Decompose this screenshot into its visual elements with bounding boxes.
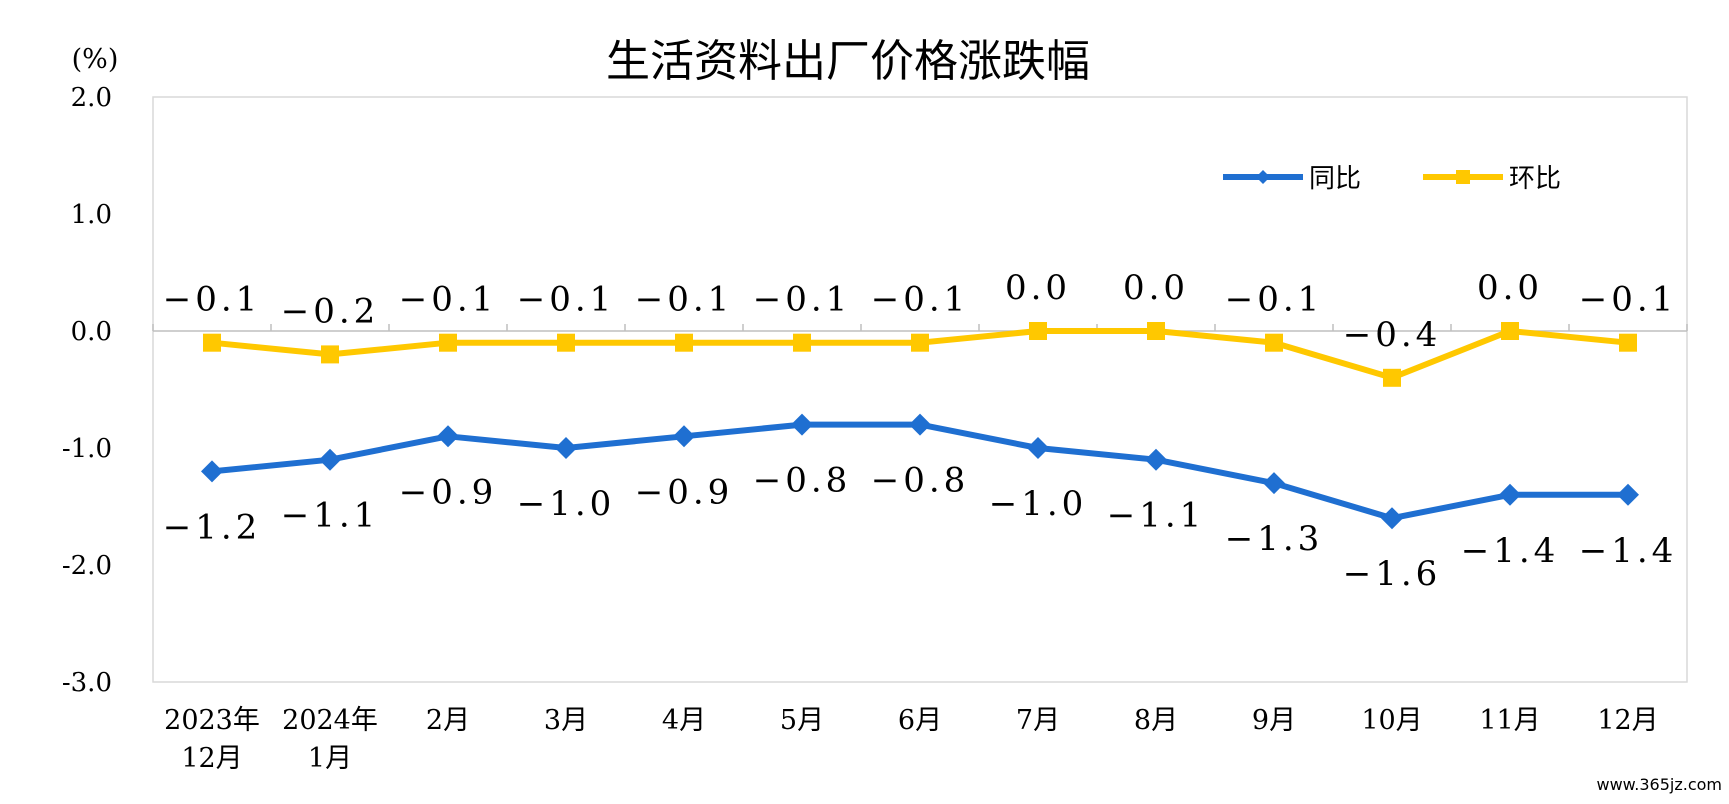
x-tick-label: 6月 bbox=[898, 705, 942, 736]
data-point bbox=[1501, 322, 1519, 340]
y-tick-label: 2.0 bbox=[71, 83, 112, 113]
data-point bbox=[1263, 472, 1285, 495]
y-tick-label: 1.0 bbox=[71, 200, 112, 230]
data-label: −0.2 bbox=[281, 291, 380, 331]
data-point bbox=[673, 425, 695, 448]
data-label: 0.0 bbox=[1477, 268, 1543, 308]
data-label: −0.1 bbox=[517, 280, 616, 320]
x-tick-label: 4月 bbox=[662, 705, 706, 736]
data-point bbox=[1029, 322, 1047, 340]
data-label: −1.1 bbox=[281, 496, 380, 536]
data-label: −1.0 bbox=[517, 484, 616, 524]
x-tick-label: 8月 bbox=[1134, 705, 1178, 736]
data-label: −0.1 bbox=[399, 280, 498, 320]
plot-area-border bbox=[152, 96, 1688, 683]
data-label: −0.1 bbox=[871, 280, 970, 320]
data-label: −1.3 bbox=[1225, 519, 1324, 559]
x-tick-label: 7月 bbox=[1016, 705, 1060, 736]
x-tick-label: 12月 bbox=[1597, 705, 1658, 736]
data-point bbox=[1027, 437, 1049, 459]
data-point bbox=[1383, 368, 1401, 387]
legend-marker bbox=[1456, 170, 1470, 184]
data-point bbox=[675, 333, 693, 352]
data-label: −0.8 bbox=[753, 461, 852, 501]
x-tick-label: 5月 bbox=[780, 705, 824, 736]
watermark: www.365jz.com bbox=[1596, 775, 1722, 794]
data-label: −0.9 bbox=[635, 472, 734, 512]
data-label: −0.4 bbox=[1343, 315, 1442, 355]
data-point bbox=[793, 333, 811, 352]
chart-title: 生活资料出厂价格涨跌幅 bbox=[606, 36, 1090, 87]
data-point bbox=[321, 345, 339, 364]
y-unit-label: (%) bbox=[72, 44, 119, 75]
data-label: −1.1 bbox=[1107, 496, 1206, 536]
data-label: −0.1 bbox=[635, 280, 734, 320]
data-label: −1.6 bbox=[1343, 554, 1442, 594]
data-point bbox=[1381, 507, 1403, 530]
y-tick-label: 0.0 bbox=[71, 317, 112, 347]
x-tick-label: 11月 bbox=[1479, 705, 1540, 736]
x-tick-label: 2024年 bbox=[282, 705, 378, 736]
data-point bbox=[1619, 333, 1637, 352]
x-tick-label: 3月 bbox=[544, 705, 588, 736]
data-point bbox=[319, 448, 341, 471]
data-point bbox=[555, 437, 577, 459]
data-label: 0.0 bbox=[1123, 268, 1189, 308]
data-point bbox=[1617, 483, 1639, 506]
data-point bbox=[439, 333, 457, 352]
x-tick-label: 2月 bbox=[426, 705, 470, 736]
data-label: −0.9 bbox=[399, 472, 498, 512]
data-label: −0.1 bbox=[163, 280, 262, 320]
data-label: −0.1 bbox=[753, 280, 852, 320]
legend-label: 环比 bbox=[1509, 164, 1561, 194]
x-tick-label: 1月 bbox=[308, 743, 352, 774]
legend-marker bbox=[1256, 170, 1270, 184]
data-label: 0.0 bbox=[1005, 268, 1071, 308]
data-point bbox=[203, 333, 221, 352]
data-point bbox=[437, 425, 459, 448]
data-point bbox=[911, 333, 929, 352]
x-tick-label: 12月 bbox=[181, 743, 242, 774]
x-tick-label: 2023年 bbox=[164, 705, 260, 736]
data-label: −0.1 bbox=[1225, 280, 1324, 320]
data-point bbox=[909, 413, 931, 436]
data-label: −1.4 bbox=[1579, 531, 1678, 571]
x-tick-label: 9月 bbox=[1252, 705, 1296, 736]
legend-label: 同比 bbox=[1309, 164, 1361, 194]
y-tick-label: -1.0 bbox=[62, 434, 112, 464]
data-point bbox=[791, 413, 813, 436]
y-tick-label: -3.0 bbox=[62, 668, 112, 698]
x-tick-label: 10月 bbox=[1361, 705, 1422, 736]
data-label: −1.4 bbox=[1461, 531, 1560, 571]
data-point bbox=[1145, 448, 1167, 471]
data-label: −1.2 bbox=[163, 507, 262, 547]
data-label: −0.8 bbox=[871, 461, 970, 501]
y-tick-label: -2.0 bbox=[62, 551, 112, 581]
data-point bbox=[1265, 333, 1283, 352]
data-point bbox=[1147, 322, 1165, 340]
data-point bbox=[557, 333, 575, 352]
data-point bbox=[1499, 483, 1521, 506]
data-label: −1.0 bbox=[989, 484, 1088, 524]
data-point bbox=[201, 460, 223, 483]
data-label: −0.1 bbox=[1579, 280, 1678, 320]
